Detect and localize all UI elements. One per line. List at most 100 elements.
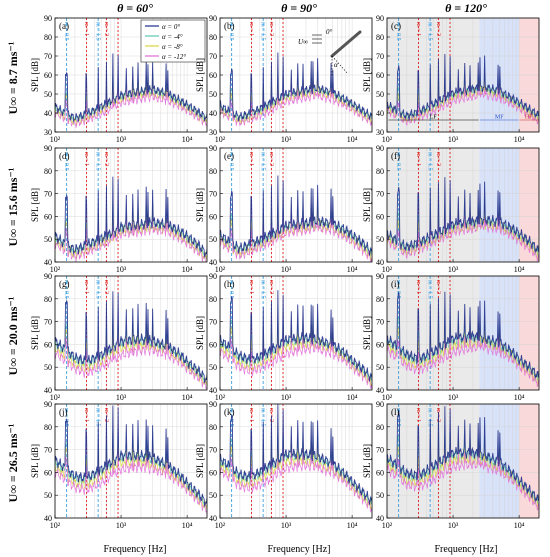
y-tick-label: 50 [209, 491, 217, 500]
series-line [387, 212, 539, 262]
x-tick-label: 10⁴ [182, 265, 193, 274]
column-title: θ = 60° [117, 1, 153, 15]
axes-box [54, 275, 208, 391]
row-label: U∞ = 8.7 ms⁻¹ [6, 41, 20, 114]
inset-freestream-label: U∞ [298, 38, 308, 46]
legend-entry: α = -8° [162, 43, 183, 51]
x-tick-label: 10² [382, 135, 393, 144]
harmonic-label: m = 2 [268, 408, 274, 422]
legend-entry: α = -12° [162, 53, 186, 61]
axes-box [219, 275, 373, 391]
x-tick-label: 10⁴ [514, 521, 525, 530]
grid [54, 275, 208, 391]
harmonic-lines [231, 404, 284, 518]
x-tick-label: 10³ [116, 135, 127, 144]
y-tick-label: 50 [376, 90, 384, 99]
y-tick-label: 80 [376, 167, 384, 176]
harmonic-label: m = 1.5 [95, 22, 101, 41]
series-line [387, 406, 539, 503]
panel-label: (l) [391, 407, 400, 417]
y-axis-label: SPL [dB] [362, 188, 372, 222]
y-tick-label: 90 [44, 400, 52, 409]
harmonic-label: m = 2 [268, 22, 274, 36]
harmonic-label: m = 0.5 [228, 152, 234, 171]
harmonic-label: m = 2 [268, 152, 274, 166]
y-tick-label: 40 [209, 258, 217, 267]
y-tick-label: 40 [44, 386, 52, 395]
y-axis-label: SPL [dB] [362, 58, 372, 92]
y-tick-label: 80 [209, 295, 217, 304]
x-tick-label: 10⁴ [182, 135, 193, 144]
y-tick-label: 90 [209, 400, 217, 409]
harmonic-label: m = 2 [103, 22, 109, 36]
panel-label: (b) [224, 21, 235, 31]
y-tick-label: 40 [44, 258, 52, 267]
x-tick-label: 10² [215, 135, 226, 144]
y-tick-label: 50 [44, 235, 52, 244]
y-tick-label: 90 [44, 272, 52, 281]
y-tick-label: 90 [44, 144, 52, 153]
harmonic-label: m = 1 [415, 22, 421, 36]
subplot: m = 0.5 m = 1 m = 1.5 m = 2 40 50 60 70 80 90 SPL … [362, 272, 540, 402]
y-tick-label: 90 [209, 144, 217, 153]
y-tick-label: 80 [209, 423, 217, 432]
y-tick-label: 50 [376, 235, 384, 244]
inset-angle-line [331, 55, 349, 75]
harmonic-label: m = 2 [435, 280, 441, 294]
lf-label: LF [430, 115, 438, 121]
y-tick-label: 60 [209, 340, 217, 349]
y-axis-label: SPL [dB] [195, 316, 205, 350]
x-tick-label: 10³ [281, 265, 292, 274]
y-tick-label: 40 [209, 514, 217, 523]
harmonic-label: m = 1 [248, 152, 254, 166]
y-tick-label: 70 [376, 446, 384, 455]
row-label: U∞ = 26.5 ms⁻¹ [6, 423, 20, 502]
subplot: m = 0.5 m = 1 m = 1.5 m = 2 40 50 60 70 80 90 SPL … [30, 400, 208, 530]
x-tick-label: 10⁴ [347, 265, 358, 274]
series-line [387, 332, 539, 388]
subplot: m = 0.5 m = 1 m = 1.5 m = 2 30 40 50 60 70 80 90 SP… [30, 14, 208, 144]
y-tick-label: 50 [376, 363, 384, 372]
subplot: m = 0.5 m = 1 m = 1.5 m = 2 30 40 50 60 70 80 90 SP… [195, 14, 373, 144]
harmonic-label: m = 0.5 [228, 22, 234, 41]
panel-label: (h) [224, 279, 235, 289]
x-tick-label: 10² [215, 265, 226, 274]
harmonic-label: m = 1.5 [260, 408, 266, 427]
panel-label: (i) [391, 279, 400, 289]
y-axis-label: SPL [dB] [195, 58, 205, 92]
y-tick-label: 70 [209, 52, 217, 61]
x-tick-label: 10⁴ [347, 393, 358, 402]
subplot: m = 0.5 m = 1 m = 1.5 m = 2 40 50 60 70 80 90 SPL … [195, 144, 373, 274]
x-tick-label: 10³ [448, 265, 459, 274]
harmonic-lines [231, 276, 284, 390]
y-tick-label: 30 [44, 128, 52, 137]
y-tick-label: 90 [376, 144, 384, 153]
harmonic-label: m = 0.5 [228, 280, 234, 299]
hf-region [519, 404, 539, 518]
y-tick-label: 60 [376, 340, 384, 349]
legend-box [140, 19, 206, 63]
harmonic-label: m = 2 [435, 22, 441, 36]
series-group [220, 290, 372, 389]
inset-zero-label: 0° [326, 28, 333, 36]
y-tick-label: 80 [376, 33, 384, 42]
panel-label: (j) [59, 407, 68, 417]
series-line [220, 84, 372, 126]
x-tick-label: 10² [382, 393, 393, 402]
harmonic-label: m = 1.5 [260, 280, 266, 299]
y-tick-label: 60 [44, 71, 52, 80]
y-tick-label: 70 [44, 318, 52, 327]
series-group [220, 175, 372, 262]
harmonic-label: m = 1 [83, 22, 89, 36]
y-tick-label: 90 [376, 272, 384, 281]
y-tick-label: 40 [44, 514, 52, 523]
y-tick-label: 70 [44, 446, 52, 455]
harmonic-label: m = 2 [268, 280, 274, 294]
y-tick-label: 40 [376, 514, 384, 523]
harmonic-label: m = 0.5 [395, 152, 401, 171]
column-titles: θ = 60° θ = 90° θ = 120° [117, 1, 487, 15]
y-tick-label: 40 [209, 386, 217, 395]
y-tick-label: 40 [376, 258, 384, 267]
harmonic-label: m = 0.5 [63, 280, 69, 299]
